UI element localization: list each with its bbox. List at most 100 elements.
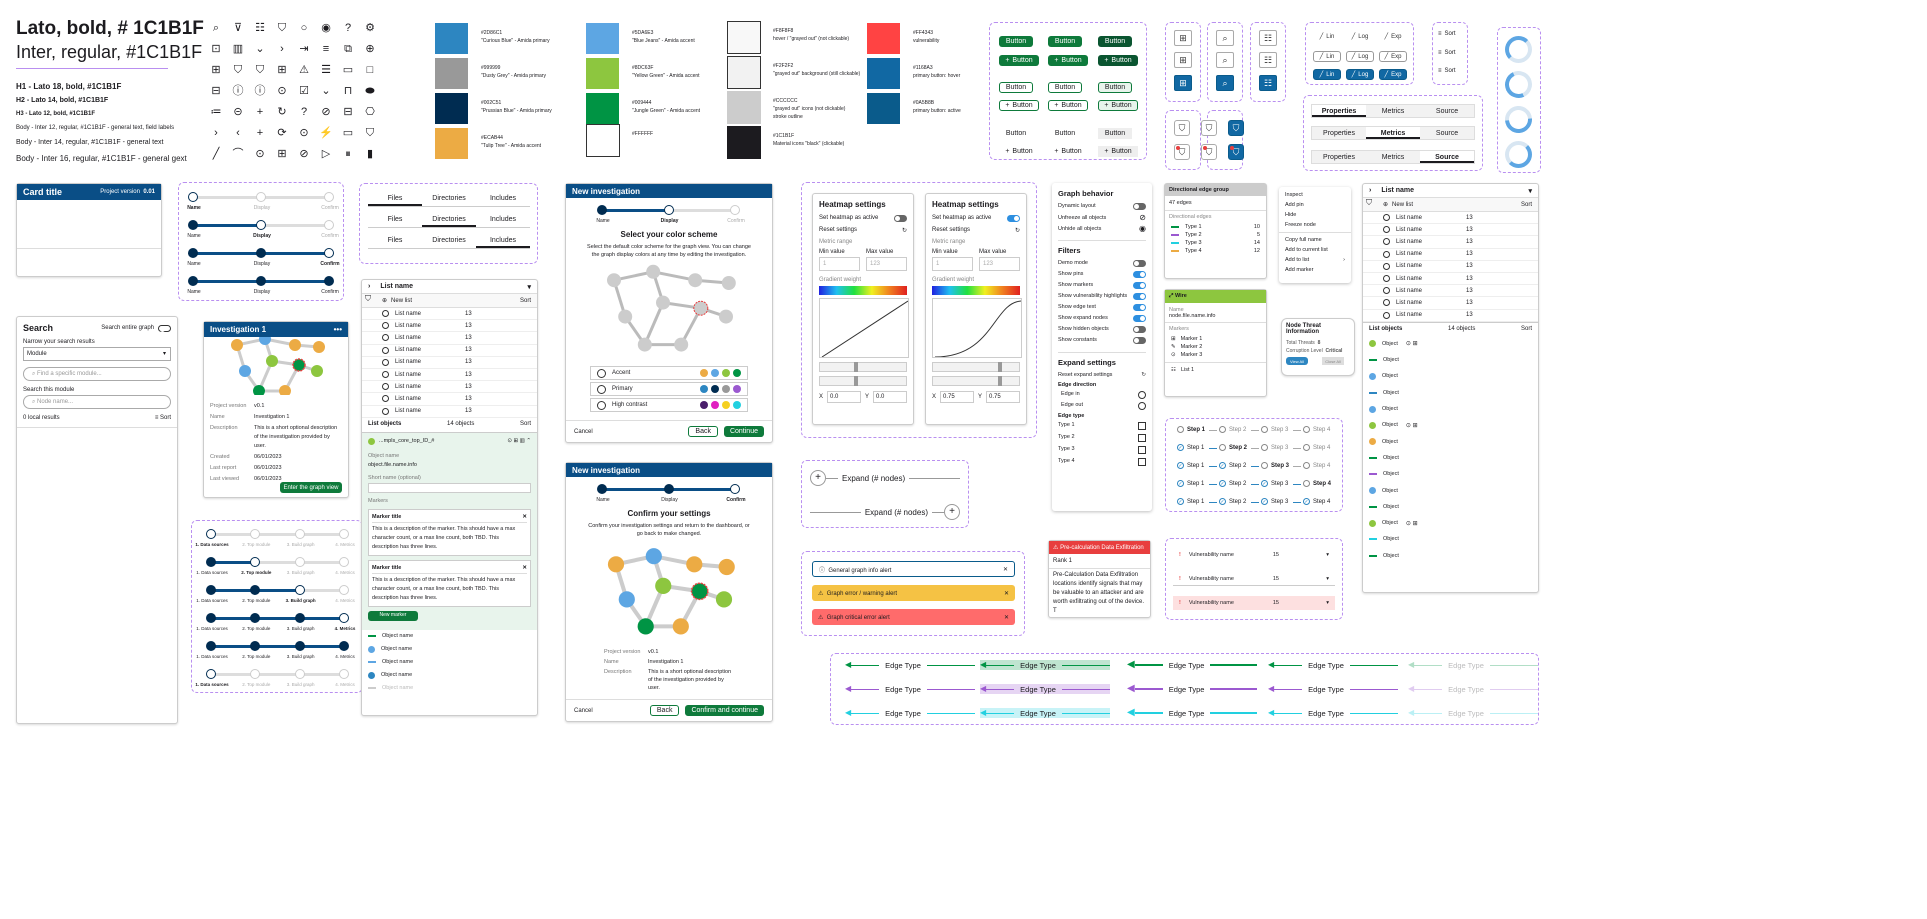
glyph-icon[interactable]: ▷ bbox=[321, 148, 331, 160]
radio-icon[interactable] bbox=[597, 384, 606, 394]
refresh-icon[interactable]: ↻ bbox=[1014, 228, 1020, 234]
tab-source[interactable]: Source bbox=[1420, 127, 1474, 139]
step-item[interactable]: ✓ Step 4 bbox=[1303, 498, 1330, 505]
object-row[interactable]: Object bbox=[1363, 385, 1538, 401]
behavior-icon[interactable]: ⊘ bbox=[1139, 213, 1146, 222]
glyph-icon[interactable]: ⛉ bbox=[233, 64, 243, 76]
step-dot[interactable] bbox=[730, 484, 740, 494]
glyph-icon[interactable]: ⌒ bbox=[232, 148, 244, 160]
list-item[interactable]: List name 13 bbox=[362, 381, 537, 394]
vulnerability-row[interactable]: ! Vulnerability name 15 ▾ bbox=[1173, 548, 1335, 562]
filter-toggle[interactable] bbox=[1133, 260, 1146, 267]
glyph-icon[interactable]: ○ bbox=[300, 22, 308, 34]
glyph-icon[interactable]: ⓘ bbox=[254, 85, 266, 97]
object-row[interactable]: Object bbox=[1363, 433, 1538, 449]
graph-node[interactable] bbox=[239, 365, 251, 377]
edge-type-item[interactable]: ◀ Edge Type bbox=[1127, 684, 1257, 694]
scheme-option[interactable]: High contrast bbox=[590, 398, 748, 412]
graph-node[interactable] bbox=[618, 591, 635, 608]
radio-icon[interactable] bbox=[1383, 275, 1390, 283]
filter-row[interactable]: Show expand nodes bbox=[1058, 315, 1146, 322]
behavior-row[interactable]: Unfreeze all objects ⊘ bbox=[1058, 213, 1146, 222]
tab-source[interactable]: Source bbox=[1420, 151, 1474, 163]
edge-type-item[interactable]: ◀ Edge Type bbox=[1268, 708, 1398, 718]
graph-node[interactable] bbox=[266, 355, 278, 367]
icon-button[interactable]: ☷ bbox=[1259, 75, 1277, 91]
slider-thumb[interactable] bbox=[997, 376, 1002, 386]
object-row[interactable]: Object ⊙ ⊞ bbox=[1363, 336, 1538, 352]
module-select[interactable]: Module ▾ bbox=[23, 347, 171, 361]
scale-button[interactable]: ╱ Exp bbox=[1379, 69, 1407, 80]
tab-includes[interactable]: Includes bbox=[489, 216, 517, 223]
graph-node[interactable] bbox=[655, 577, 672, 594]
slider-thumb[interactable] bbox=[997, 362, 1002, 372]
glyph-icon[interactable]: ≔ bbox=[210, 106, 222, 118]
glyph-icon[interactable]: ⛉ bbox=[255, 64, 265, 76]
close-icon[interactable]: ✕ bbox=[1003, 614, 1009, 621]
list-item[interactable]: List name 13 bbox=[362, 406, 537, 418]
glyph-icon[interactable]: ▭ bbox=[342, 127, 354, 139]
radio-icon[interactable] bbox=[382, 334, 389, 342]
button[interactable]: + Button bbox=[1048, 55, 1088, 66]
glyph-icon[interactable]: ⏸ bbox=[345, 148, 351, 160]
step-dot[interactable] bbox=[339, 641, 349, 651]
glyph-icon[interactable]: ⊝ bbox=[233, 106, 243, 118]
icon-button[interactable]: ☷ bbox=[1259, 52, 1277, 68]
radio-icon[interactable] bbox=[382, 310, 389, 318]
glyph-icon[interactable]: ▮ bbox=[366, 148, 374, 160]
edge-type-row[interactable]: Type 3 bbox=[1058, 446, 1146, 454]
step-dot[interactable] bbox=[339, 529, 349, 539]
object-row[interactable]: Object ⊙ ⊞ bbox=[1363, 515, 1538, 531]
object-row[interactable]: Object bbox=[1363, 499, 1538, 515]
step-dot[interactable] bbox=[256, 192, 266, 202]
object-row[interactable]: Object bbox=[1363, 401, 1538, 417]
sort-button[interactable]: Sort bbox=[519, 297, 531, 304]
glyph-icon[interactable]: ⊘ bbox=[321, 106, 331, 118]
button[interactable]: Button bbox=[999, 82, 1033, 93]
step-item[interactable]: Step 4 bbox=[1303, 444, 1330, 451]
step-item[interactable]: ✓ Step 3 bbox=[1261, 498, 1288, 505]
gradient-slider[interactable] bbox=[932, 376, 1020, 386]
context-item[interactable]: Add to current list bbox=[1279, 245, 1351, 255]
glyph-icon[interactable]: ╱ bbox=[212, 148, 220, 160]
radio-icon[interactable] bbox=[382, 322, 389, 330]
glyph-icon[interactable]: › bbox=[214, 127, 218, 139]
filter-row[interactable]: Show vulnerability highlights bbox=[1058, 293, 1146, 300]
glyph-icon[interactable]: ⬬ bbox=[365, 85, 375, 97]
context-item[interactable]: Inspect bbox=[1279, 190, 1351, 200]
new-list-button[interactable]: ⊕ bbox=[1383, 202, 1389, 208]
gradient-slider[interactable] bbox=[819, 362, 907, 372]
object-row[interactable]: Object name bbox=[362, 682, 537, 695]
step-dot[interactable] bbox=[250, 613, 261, 623]
step-item[interactable]: Step 1 bbox=[1177, 426, 1205, 433]
button[interactable]: + Button bbox=[1098, 55, 1138, 66]
step-dot[interactable] bbox=[597, 205, 607, 215]
sort-button[interactable]: Sort bbox=[519, 420, 531, 427]
radio-icon[interactable] bbox=[1383, 250, 1390, 258]
tab-directories[interactable]: Directories bbox=[422, 214, 476, 227]
scale-button[interactable]: ╱ Lin bbox=[1313, 51, 1341, 62]
list-item[interactable]: List name 13 bbox=[1363, 249, 1538, 261]
graph-node[interactable] bbox=[715, 591, 733, 608]
object-row[interactable]: Object bbox=[1363, 352, 1538, 368]
continue-button[interactable]: Continue bbox=[723, 426, 764, 437]
tab-files[interactable]: Files bbox=[387, 237, 403, 244]
icon-button[interactable]: ⊞ bbox=[1174, 75, 1192, 91]
step-item[interactable]: Step 4 bbox=[1303, 426, 1330, 433]
step-dot[interactable] bbox=[730, 205, 740, 215]
filter-toggle[interactable] bbox=[1133, 293, 1146, 300]
radio-icon[interactable] bbox=[1383, 287, 1390, 295]
wire-marker-row[interactable]: ⊙ Marker 3 bbox=[1165, 351, 1266, 359]
edge-type-item[interactable]: ◀ Edge Type bbox=[980, 660, 1110, 670]
list-item[interactable]: List name 13 bbox=[1363, 224, 1538, 237]
filter-row[interactable]: Show markers bbox=[1058, 282, 1146, 289]
step-item[interactable]: ✓ Step 2 bbox=[1219, 462, 1246, 469]
sort-button[interactable]: Sort bbox=[1520, 325, 1532, 332]
glyph-icon[interactable]: ↻ bbox=[277, 106, 287, 118]
glyph-icon[interactable]: + bbox=[256, 127, 264, 139]
scale-button[interactable]: ╱ Log bbox=[1346, 69, 1374, 80]
step-dot[interactable] bbox=[206, 585, 216, 595]
glyph-icon[interactable]: + bbox=[256, 106, 264, 118]
radio-icon[interactable] bbox=[1383, 214, 1390, 222]
button[interactable]: + Button bbox=[1048, 100, 1088, 111]
